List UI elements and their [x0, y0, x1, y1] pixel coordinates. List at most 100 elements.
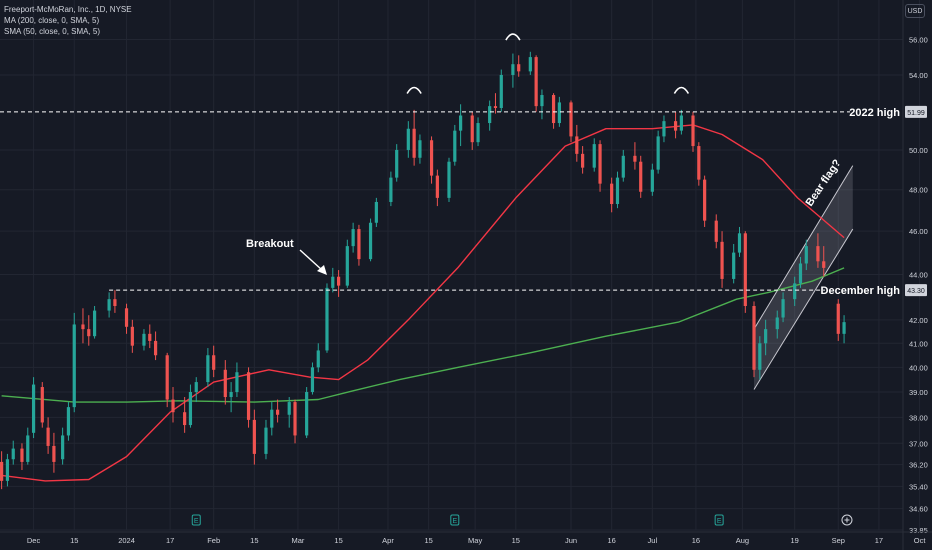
candle-body [124, 308, 129, 327]
candle-body [246, 372, 251, 420]
candle-body [435, 175, 439, 198]
candle-body [374, 201, 378, 223]
y-tick-label: 36.20 [909, 461, 928, 470]
candle-body [52, 445, 56, 462]
y-tick-label: 42.00 [909, 316, 928, 325]
candle-body [368, 222, 373, 260]
y-tick-label: 44.00 [909, 270, 928, 279]
x-tick-label: Mar [291, 536, 304, 545]
candle-body [418, 140, 422, 158]
candle-body [581, 153, 585, 168]
sma50-legend: SMA (50, close, 0, SMA, 5) [4, 27, 101, 36]
candle-body [310, 367, 315, 393]
candle-body [598, 144, 602, 184]
candle-body [165, 355, 169, 400]
candle-body [81, 324, 85, 330]
x-tick-label: Feb [207, 536, 220, 545]
candle-body [781, 299, 785, 318]
candle-body [113, 299, 117, 306]
earnings-marker [714, 514, 724, 526]
candle-body [66, 407, 71, 436]
candle-body [752, 305, 756, 370]
price-levels: 2022 high 51.99 December high 43.30 [0, 105, 927, 297]
candle-body [223, 369, 227, 398]
candle-body [389, 177, 393, 202]
candle-body [615, 177, 620, 205]
candle-body [662, 121, 666, 137]
candle-body [20, 448, 24, 462]
candle-body [569, 102, 573, 137]
candle-body [764, 329, 768, 344]
candle-body [5, 459, 10, 481]
candle-body [528, 57, 532, 72]
x-tick-label: Aug [736, 536, 749, 545]
x-tick-label: 15 [70, 536, 78, 545]
x-tick-label: 17 [875, 536, 883, 545]
level-2022-high-label: 2022 high [849, 107, 900, 119]
candle-body [775, 317, 779, 330]
candle-body [633, 155, 637, 162]
candle-body [511, 64, 515, 75]
head-shoulders-arc [505, 33, 521, 41]
x-tick-label: Apr [382, 536, 394, 545]
x-tick-label: Oct [914, 536, 927, 545]
y-tick-label: 40.00 [909, 363, 928, 372]
candle-body [592, 144, 596, 168]
candle-body [557, 102, 561, 124]
currency-button[interactable]: USD [905, 4, 925, 18]
candle-body [493, 106, 498, 108]
earnings-marker-label: E [717, 518, 722, 525]
candle-body [621, 155, 625, 178]
candle-body [275, 409, 280, 415]
candle-body [148, 333, 152, 341]
y-tick-label: 56.00 [909, 36, 928, 45]
candle-body [183, 412, 187, 426]
y-tick-label: 41.00 [909, 339, 928, 348]
candle-body [798, 263, 803, 284]
candle-body [656, 136, 660, 170]
candle-body [351, 229, 355, 247]
sma50-line [1, 124, 845, 482]
candle-body [229, 392, 233, 398]
candle-body [447, 161, 451, 198]
candle-body [732, 252, 736, 279]
candle-body [650, 169, 654, 192]
x-tick-label: 16 [607, 536, 615, 545]
x-tick-label: Jul [648, 536, 658, 545]
candle-body [412, 128, 416, 158]
candle-body [804, 246, 808, 264]
symbol-title: Freeport-McMoRan, Inc., 1D, NYSE [4, 5, 132, 14]
candle-body [679, 115, 683, 131]
candle-body [212, 355, 216, 370]
candle-body [459, 115, 463, 131]
candle-body [235, 372, 239, 393]
x-tick-label: 15 [512, 536, 520, 545]
candle-body [499, 74, 503, 108]
candle-body [11, 448, 15, 460]
y-tick-label: 46.00 [909, 227, 928, 236]
y-tick-label: 39.00 [909, 388, 928, 397]
candle-body [395, 149, 399, 178]
candle-body [470, 115, 474, 143]
candle-body [517, 64, 521, 72]
candle-body [534, 57, 538, 107]
level-december-high-label: December high [821, 285, 901, 297]
candle-body [325, 287, 329, 351]
candle-body [87, 329, 91, 337]
chart-legend: Freeport-McMoRan, Inc., 1D, NYSE MA (200… [4, 4, 132, 37]
candle-body [61, 435, 65, 460]
x-tick-label: 15 [250, 536, 258, 545]
candle-body [793, 283, 797, 300]
candle-body [287, 402, 291, 415]
y-tick-label: 33.85 [909, 526, 928, 535]
moving-averages [1, 124, 845, 482]
candle-body [610, 183, 614, 205]
candle-body [305, 392, 309, 436]
add-event-icon [841, 514, 853, 526]
candle-body [46, 427, 50, 446]
candle-body [758, 343, 762, 370]
candle-body [153, 340, 158, 356]
